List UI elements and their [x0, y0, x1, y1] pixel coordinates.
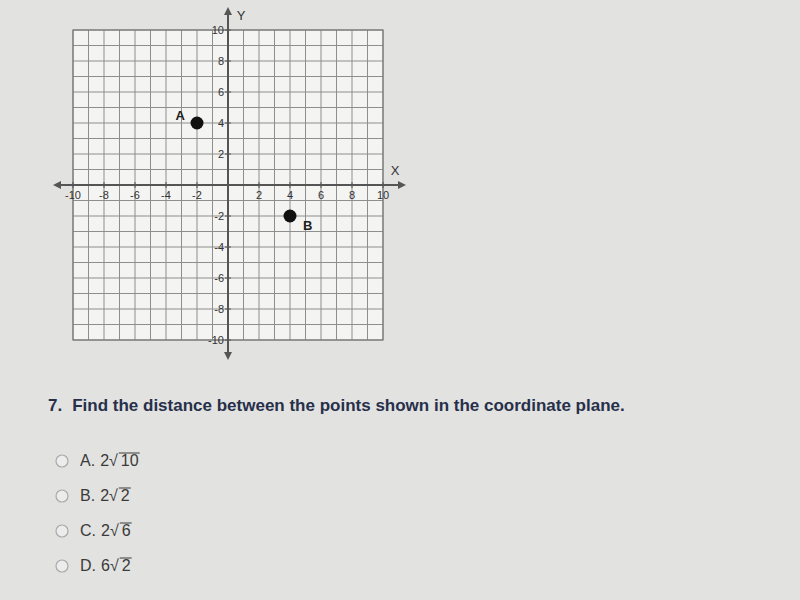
question-number: 7. [48, 396, 62, 415]
radio-button[interactable] [56, 490, 68, 502]
y-tick-label: -2 [214, 210, 224, 222]
grid-line [73, 247, 383, 248]
option-coefficient: 2 [101, 522, 110, 539]
option-coefficient: 2 [100, 487, 109, 504]
option: B. 2√2 [80, 487, 130, 504]
option-radicand: 2 [122, 557, 131, 574]
x-tick-label: 4 [287, 189, 293, 201]
page: -10-8-6-4-2246810-10-8-6-4-2246810XYAB7.… [0, 0, 800, 600]
grid-line [73, 216, 383, 217]
x-axis-label: X [391, 163, 400, 178]
grid-line [73, 123, 383, 124]
x-tick [321, 182, 322, 188]
y-tick-label: 8 [218, 55, 224, 67]
y-tick [225, 123, 231, 124]
y-axis-arrow [224, 7, 232, 15]
x-tick-label: 10 [377, 189, 389, 201]
y-tick-label: -10 [208, 334, 224, 346]
x-tick-label: -6 [130, 189, 140, 201]
y-axis-label: Y [237, 8, 246, 23]
option-letter: C. [80, 522, 96, 539]
x-tick [135, 182, 136, 188]
x-axis-arrow [398, 181, 406, 189]
option-radicand: 2 [121, 487, 130, 504]
y-axis-arrow [224, 352, 232, 360]
y-tick-label: -4 [214, 241, 224, 253]
y-tick-label: 6 [218, 86, 224, 98]
x-axis-arrow [53, 181, 61, 189]
point [191, 117, 204, 130]
x-tick-label: 2 [256, 189, 262, 201]
x-tick-label: -8 [99, 189, 109, 201]
x-tick [73, 182, 74, 188]
y-tick [225, 92, 231, 93]
x-tick-label: 8 [349, 189, 355, 201]
grid-line [73, 309, 383, 310]
point-label: A [176, 108, 186, 123]
x-tick [290, 182, 291, 188]
y-axis [227, 12, 229, 355]
grid-line [73, 61, 383, 62]
y-tick-label: 4 [218, 117, 224, 129]
x-tick [259, 182, 260, 188]
question: 7. Find the distance between the points s… [48, 396, 625, 415]
x-tick [352, 182, 353, 188]
grid-line [73, 154, 383, 155]
option: A. 2√10 [80, 452, 139, 469]
x-tick-label: 6 [318, 189, 324, 201]
y-tick [225, 30, 231, 31]
y-tick-label: 10 [212, 24, 224, 36]
option-coefficient: 6 [101, 557, 110, 574]
x-axis [58, 184, 401, 186]
radical-sign: √ [109, 487, 118, 504]
option: C. 2√6 [80, 522, 131, 539]
radical-sign: √ [110, 522, 119, 539]
option-radicand: 10 [121, 452, 139, 469]
x-tick [104, 182, 105, 188]
radical-sign: √ [109, 452, 118, 469]
point [284, 210, 297, 223]
x-tick [383, 182, 384, 188]
radio-button[interactable] [56, 455, 68, 467]
y-tick-label: -8 [214, 303, 224, 315]
option-letter: A. [80, 452, 95, 469]
y-tick [225, 340, 231, 341]
point-label: B [303, 218, 312, 233]
radio-button[interactable] [56, 560, 68, 572]
grid-line [73, 92, 383, 93]
y-tick-label: -6 [214, 272, 224, 284]
x-tick [197, 182, 198, 188]
y-tick [225, 216, 231, 217]
y-tick [225, 247, 231, 248]
radical-bar [120, 523, 132, 524]
option-coefficient: 2 [100, 452, 109, 469]
radical-bar [119, 488, 131, 489]
option-letter: B. [80, 487, 95, 504]
option-radicand: 6 [122, 522, 131, 539]
radio-button[interactable] [56, 525, 68, 537]
y-tick [225, 309, 231, 310]
radical-sign: √ [110, 557, 119, 574]
y-tick [225, 278, 231, 279]
x-tick [166, 182, 167, 188]
x-tick-label: -10 [65, 189, 81, 201]
option-letter: D. [80, 557, 96, 574]
x-tick-label: -2 [192, 189, 202, 201]
option: D. 6√2 [80, 557, 131, 574]
radical-bar [119, 453, 140, 454]
y-tick [225, 154, 231, 155]
y-tick [225, 61, 231, 62]
radical-bar [120, 558, 132, 559]
question-text: Find the distance between the points sho… [72, 396, 625, 415]
y-tick-label: 2 [218, 148, 224, 160]
grid-line [73, 278, 383, 279]
x-tick-label: -4 [161, 189, 171, 201]
